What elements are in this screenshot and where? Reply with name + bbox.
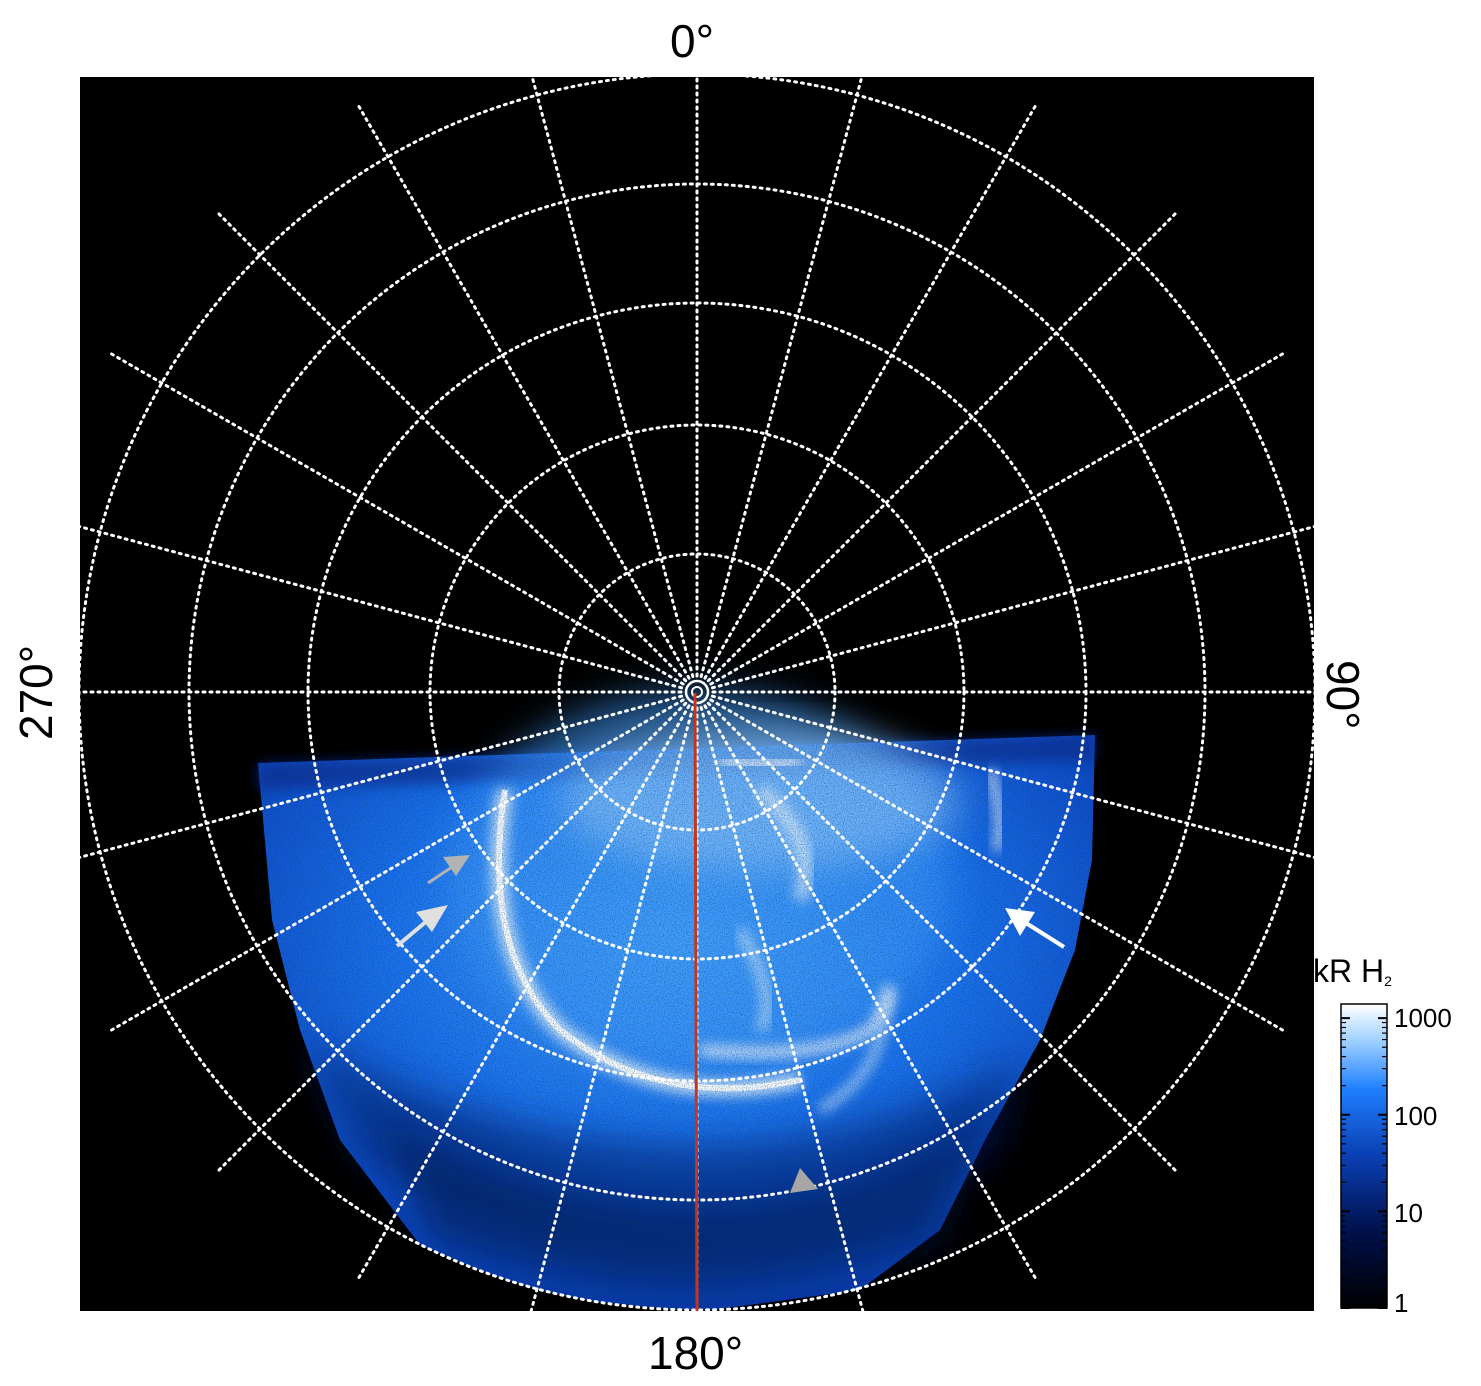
colorbar-label-100: 100 — [1394, 1101, 1438, 1131]
grid-meridian-line — [710, 525, 1314, 690]
grid-meridian-line — [706, 701, 1180, 1175]
gray-arrowhead-bottom — [790, 1168, 818, 1193]
grid-meridian-line — [106, 350, 685, 686]
grid-meridian-line — [530, 77, 695, 679]
pole-marker — [684, 679, 710, 705]
white-arrow-right — [1005, 908, 1066, 949]
grid-meridian-line — [706, 209, 1180, 683]
grid-meridian-line — [214, 209, 688, 683]
grid-meridian-line — [355, 704, 691, 1283]
grid-meridian-line — [699, 77, 864, 679]
colorbar-gradient — [1340, 1003, 1388, 1309]
colorbar — [1340, 1003, 1388, 1309]
grid-meridian-line — [709, 350, 1288, 686]
grid-meridian-line — [709, 698, 1288, 1034]
grid-meridian-line — [703, 704, 1039, 1283]
colorbar-label-10: 10 — [1394, 1198, 1423, 1228]
colorbar-ticks — [1341, 1017, 1387, 1309]
aurora-image — [258, 690, 1095, 1310]
colorbar-title: kR H2 — [1313, 953, 1392, 989]
colorbar-label-1: 1 — [1394, 1288, 1409, 1318]
label-0-deg: 0° — [670, 15, 714, 67]
grid-meridian-line — [355, 101, 691, 680]
white-arrow-left — [395, 905, 448, 948]
grid-meridian-line — [529, 705, 695, 1311]
gray-arrow-upper-left — [427, 855, 470, 885]
grid-meridian-line — [703, 101, 1039, 680]
grid-meridian-line — [80, 694, 684, 859]
grid-meridian-line — [80, 525, 684, 690]
label-90-deg: 90° — [1317, 660, 1369, 730]
grid-meridian-line — [699, 705, 865, 1311]
reference-meridian-line — [693, 692, 699, 1312]
colorbar-label-1000: 1000 — [1394, 1003, 1452, 1033]
grid-meridian-line — [106, 698, 685, 1034]
grid-meridian-line — [214, 701, 688, 1175]
label-180-deg: 180° — [648, 1327, 744, 1379]
grid-meridian-line — [710, 694, 1314, 859]
label-270-deg: 270° — [10, 644, 62, 740]
